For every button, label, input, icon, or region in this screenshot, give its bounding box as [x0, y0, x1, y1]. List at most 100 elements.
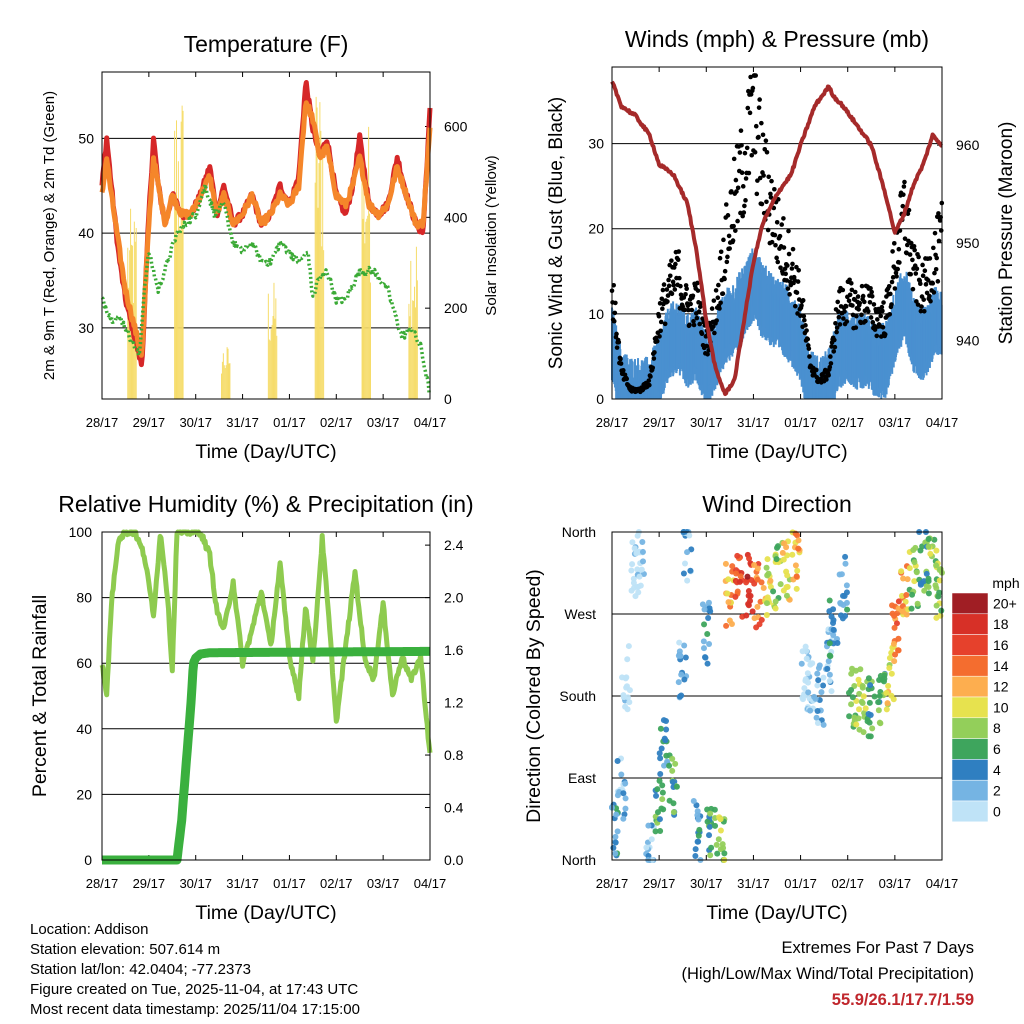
gust-point: [927, 256, 933, 261]
gust-point: [660, 287, 666, 293]
gust-point: [721, 237, 726, 243]
direction-point: [770, 588, 777, 595]
gust-point: [618, 361, 624, 366]
gust-point: [781, 216, 786, 221]
direction-point: [911, 559, 918, 566]
direction-point: [684, 577, 691, 584]
direction-point: [895, 598, 902, 605]
gust-point: [870, 320, 876, 325]
direction-point: [624, 706, 631, 713]
direction-point: [719, 841, 726, 848]
direction-point: [925, 535, 932, 542]
direction-point: [676, 639, 683, 646]
gust-point: [914, 266, 920, 272]
gust-point: [647, 382, 652, 388]
gust-point: [733, 228, 738, 233]
gust-point: [684, 286, 689, 292]
direction-point: [793, 585, 800, 592]
x-tick-label: 04/17: [414, 876, 447, 891]
gust-point: [731, 156, 737, 162]
gust-point: [918, 281, 923, 287]
x-tick-label: 04/17: [926, 415, 959, 430]
direction-point: [652, 828, 659, 835]
gust-point: [768, 195, 774, 200]
gust-point: [716, 282, 721, 288]
direction-point: [734, 552, 741, 559]
gust-point: [661, 282, 667, 287]
direction-point: [933, 547, 940, 554]
gust-point: [675, 257, 681, 263]
direction-point: [909, 591, 916, 598]
direction-point: [751, 561, 758, 568]
y-right-tick-label: 0.4: [444, 800, 464, 816]
direction-point: [773, 556, 780, 563]
gust-point: [760, 132, 766, 138]
x-tick-label: 02/17: [831, 876, 864, 891]
gust-point: [938, 228, 944, 233]
plot-frame: [101, 531, 431, 861]
gust-point: [916, 254, 921, 260]
direction-point: [891, 624, 898, 631]
direction-point: [635, 589, 642, 596]
gust-point: [869, 294, 875, 299]
direction-point: [867, 712, 874, 719]
y-tick-label: West: [564, 606, 596, 622]
gust-point: [921, 308, 927, 314]
y-tick-label: East: [568, 770, 596, 786]
direction-point: [736, 578, 743, 585]
gust-point: [878, 313, 884, 319]
extremes-panel: Extremes For Past 7 Days (High/Low/Max W…: [681, 935, 974, 1013]
direction-point: [672, 760, 679, 767]
gust-point: [612, 310, 618, 316]
y-tick-label: 50: [78, 130, 94, 146]
direction-point: [708, 844, 715, 851]
gust-point: [827, 364, 833, 370]
direction-point: [923, 570, 930, 577]
direction-point: [763, 564, 770, 571]
direction-point: [692, 846, 699, 853]
gust-point: [768, 191, 773, 197]
gust-point: [785, 263, 790, 268]
gust-point: [936, 211, 941, 216]
y-axis-label: Sonic Wind & Gust (Blue, Black): [546, 97, 567, 369]
direction-point: [933, 602, 940, 609]
y-right-axis-label: Solar Insolation (Yellow): [483, 155, 500, 315]
direction-point: [658, 745, 665, 752]
direction-point: [900, 575, 907, 582]
x-tick-label: 01/17: [273, 876, 306, 891]
gust-point: [741, 210, 747, 215]
gust-point: [671, 282, 676, 288]
gust-point: [717, 255, 723, 261]
direction-point: [846, 713, 853, 720]
direction-point: [857, 666, 864, 673]
gust-point: [837, 322, 843, 327]
direction-point: [699, 601, 706, 608]
direction-point: [654, 786, 661, 793]
gust-point: [650, 365, 656, 371]
gust-point: [806, 346, 812, 351]
direction-point: [721, 850, 728, 857]
direction-point: [745, 588, 752, 595]
colorbar-label: 2: [993, 783, 1001, 799]
direction-point: [843, 599, 850, 606]
colorbar-label: 18: [993, 616, 1009, 632]
direction-point: [717, 827, 724, 834]
gust-point: [759, 201, 765, 207]
x-tick-label: 29/17: [133, 415, 166, 430]
gust-point: [665, 299, 670, 304]
direction-point: [814, 719, 821, 726]
direction-point: [725, 576, 732, 583]
direction-point: [875, 699, 882, 706]
gust-point: [779, 222, 785, 227]
direction-point: [614, 758, 621, 765]
gust-point: [910, 286, 916, 292]
direction-point: [670, 809, 677, 816]
direction-point: [640, 558, 647, 565]
gust-point: [859, 312, 864, 318]
direction-point: [913, 569, 920, 576]
gust-point: [932, 230, 938, 236]
gust-point: [646, 378, 652, 383]
gust-point: [772, 232, 778, 238]
gust-point: [888, 291, 893, 297]
direction-point: [826, 652, 833, 659]
